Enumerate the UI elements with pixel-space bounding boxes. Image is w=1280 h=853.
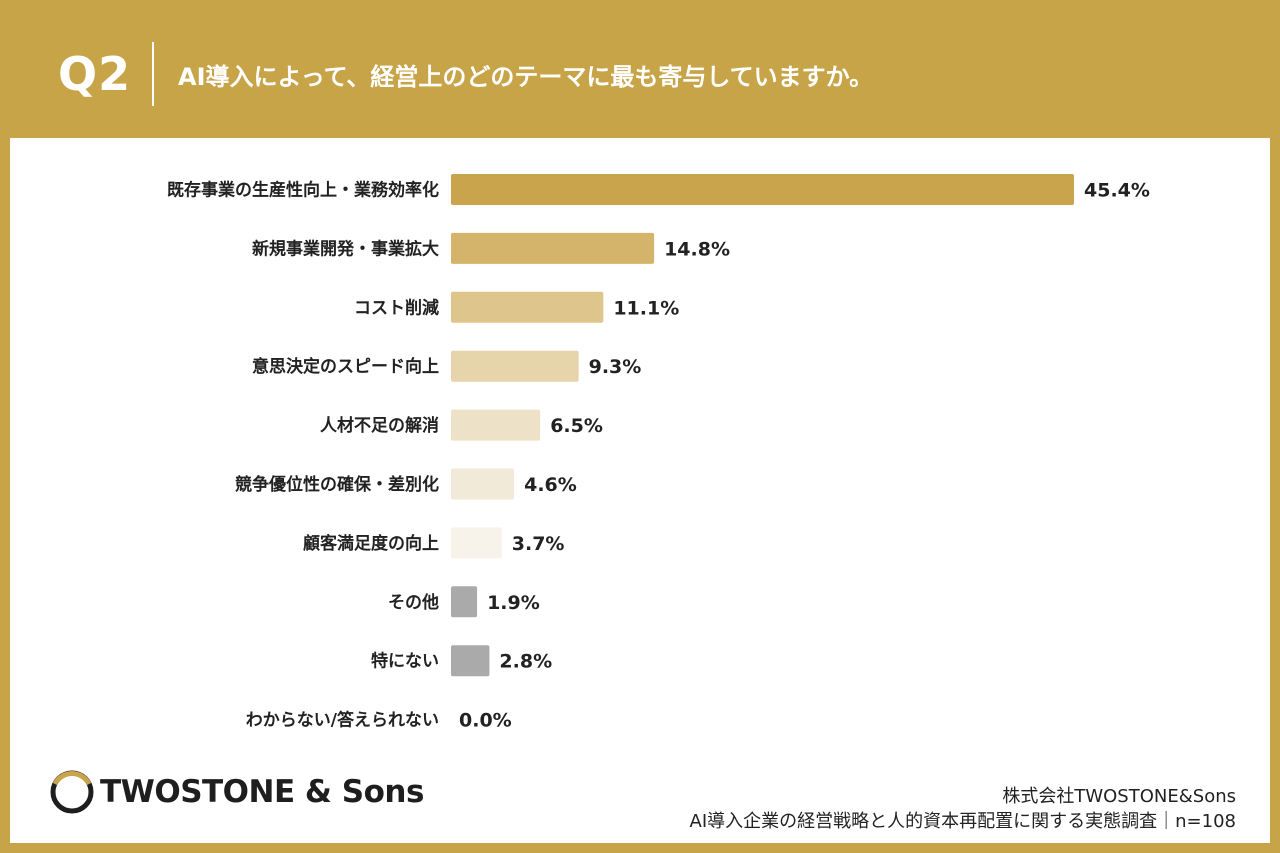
question-number: Q2 bbox=[58, 47, 132, 101]
value-label: 11.1% bbox=[613, 297, 679, 319]
bar bbox=[451, 174, 1074, 205]
category-label: 新規事業開発・事業拡大 bbox=[252, 238, 439, 259]
value-label: 1.9% bbox=[487, 592, 540, 614]
bar bbox=[451, 527, 502, 559]
logo-mark-icon bbox=[50, 770, 94, 814]
bar bbox=[451, 291, 604, 323]
value-label: 9.3% bbox=[589, 356, 642, 378]
bar bbox=[451, 586, 478, 618]
bar bbox=[451, 350, 579, 382]
bar-chart: 既存事業の生産性向上・業務効率化 45.4% 新規事業開発・事業拡大 14.8% コスト… bbox=[167, 174, 1150, 732]
value-label: 6.5% bbox=[550, 415, 603, 437]
category-label: わからない/答えられない bbox=[246, 710, 439, 731]
category-label: 競争優位性の確保・差別化 bbox=[235, 474, 439, 495]
value-label: 45.4% bbox=[1084, 180, 1150, 202]
value-label: 4.6% bbox=[524, 474, 577, 496]
survey-caption: AI導入企業の経営戦略と人的資本再配置に関する実態調査｜n=108 bbox=[689, 811, 1236, 832]
bar bbox=[451, 409, 541, 441]
category-label: 意思決定のスピード向上 bbox=[252, 356, 439, 377]
category-label: コスト削減 bbox=[354, 297, 439, 318]
value-label: 14.8% bbox=[664, 238, 730, 260]
bar bbox=[451, 232, 655, 264]
category-label: 特にない bbox=[371, 651, 439, 672]
header-divider bbox=[152, 42, 154, 106]
bar bbox=[451, 468, 515, 500]
logo-text: TWOSTONE & Sons bbox=[100, 774, 424, 810]
bar bbox=[451, 645, 490, 677]
value-label: 0.0% bbox=[459, 710, 512, 732]
company-name: 株式会社TWOSTONE&Sons bbox=[1002, 786, 1236, 807]
category-label: その他 bbox=[388, 592, 439, 613]
value-label: 2.8% bbox=[499, 651, 552, 673]
value-label: 3.7% bbox=[512, 533, 565, 555]
question-text: AI導入によって、経営上のどのテーマに最も寄与していますか。 bbox=[178, 63, 874, 91]
header: Q2 AI導入によって、経営上のどのテーマに最も寄与していますか。 bbox=[0, 0, 1280, 138]
category-label: 既存事業の生産性向上・業務効率化 bbox=[167, 180, 439, 201]
category-label: 顧客満足度の向上 bbox=[303, 533, 439, 554]
category-label: 人材不足の解消 bbox=[320, 415, 439, 436]
chart-card: 既存事業の生産性向上・業務効率化 45.4% 新規事業開発・事業拡大 14.8% コスト… bbox=[10, 138, 1270, 843]
